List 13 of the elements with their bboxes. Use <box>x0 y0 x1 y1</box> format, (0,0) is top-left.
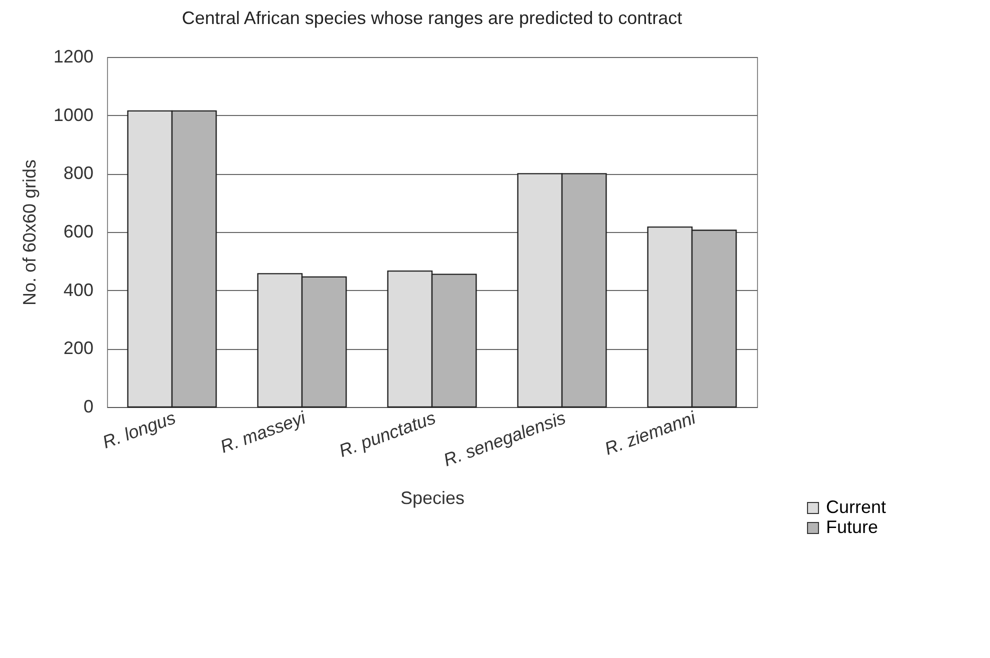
legend-label: Current <box>826 497 886 517</box>
y-tick-label: 600 <box>63 222 94 242</box>
y-axis-title: No. of 60x60 grids <box>19 159 40 306</box>
legend-label: Future <box>826 517 878 537</box>
chart-title: Central African species whose ranges are predicted to contract <box>182 8 682 28</box>
y-tick-label: 800 <box>63 163 94 184</box>
x-tick-label: R. longus <box>100 408 178 452</box>
y-tick-label: 1000 <box>53 104 94 125</box>
y-tick-label: 0 <box>83 396 94 416</box>
y-tick-label: 1200 <box>53 46 94 66</box>
y-tick-label: 400 <box>63 280 94 300</box>
x-axis-title: Species <box>400 488 465 508</box>
y-tick-label: 200 <box>63 338 94 358</box>
